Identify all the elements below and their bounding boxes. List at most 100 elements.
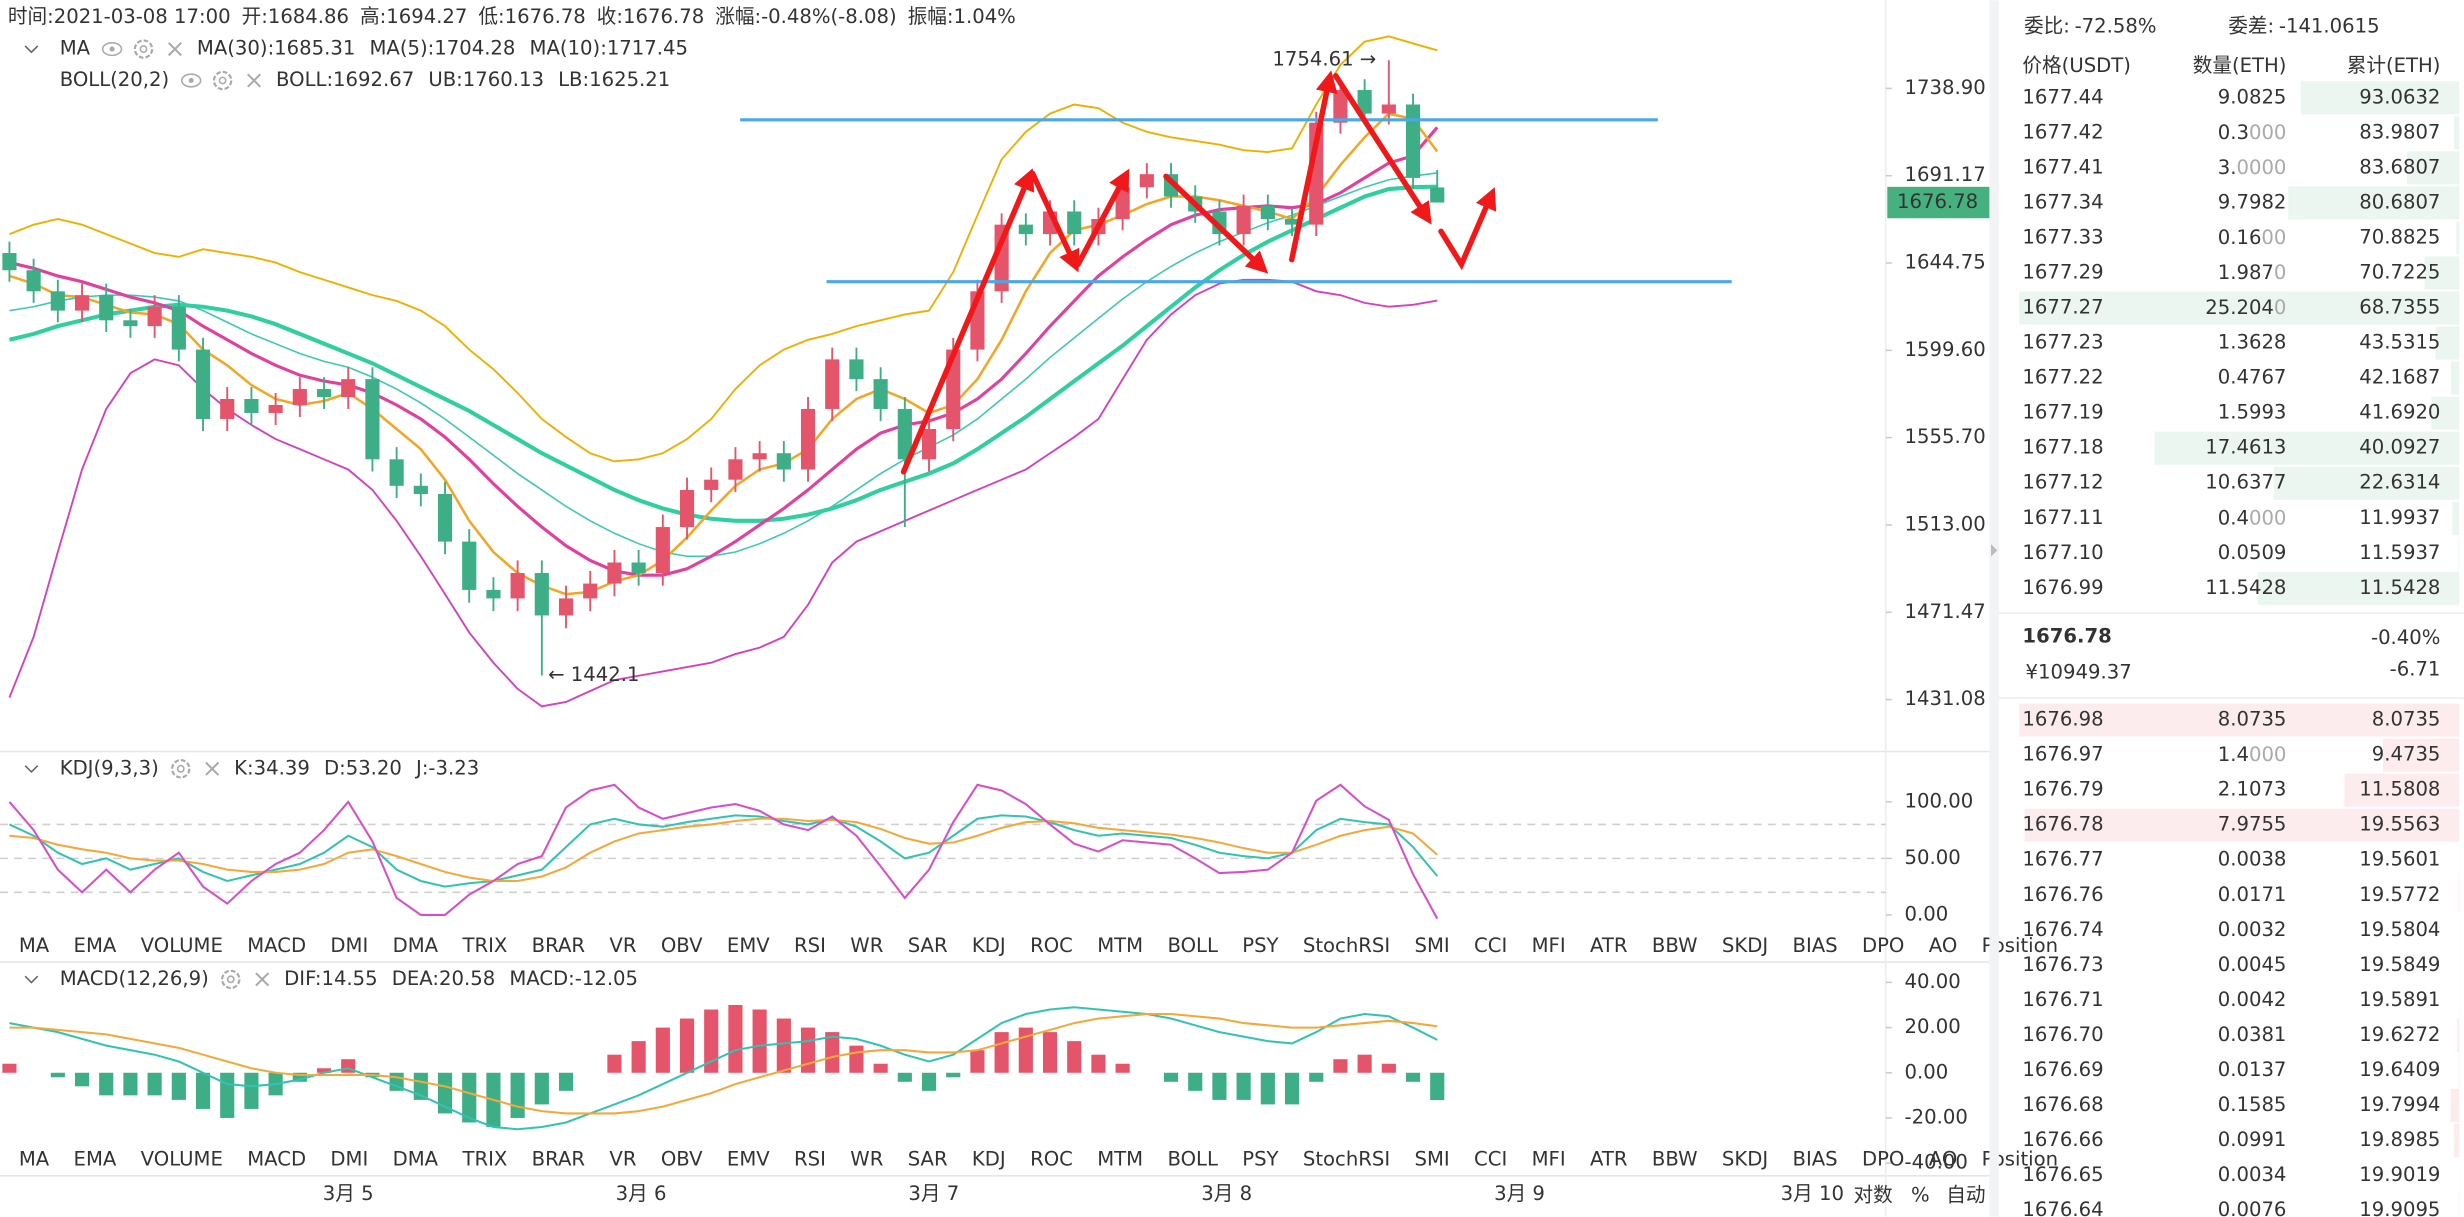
indicator-tab[interactable]: ATR: [1590, 1148, 1628, 1171]
indicator-tab[interactable]: TRIX: [461, 934, 507, 957]
indicator-tab[interactable]: SMI: [1415, 1148, 1450, 1171]
indicator-tab[interactable]: VR: [609, 934, 636, 957]
indicator-tab[interactable]: OBV: [661, 1148, 703, 1171]
settings-icon[interactable]: [133, 39, 154, 59]
indicator-tab[interactable]: EMA: [74, 1148, 117, 1171]
price[interactable]: 1677.10: [2022, 541, 2103, 564]
indicator-tab[interactable]: ATR: [1590, 934, 1628, 957]
axis-option[interactable]: 自动: [1946, 1184, 1985, 1207]
close-icon[interactable]: [247, 73, 262, 88]
indicator-tab[interactable]: DPO: [1862, 1148, 1904, 1171]
price[interactable]: 1676.64: [2022, 1198, 2103, 1217]
indicator-tab[interactable]: CCI: [1474, 1148, 1507, 1171]
indicator-tab[interactable]: KDJ: [972, 934, 1006, 957]
indicator-tab[interactable]: BBW: [1652, 934, 1698, 957]
price[interactable]: 1677.27: [2022, 296, 2103, 319]
price[interactable]: 1677.42: [2022, 120, 2103, 143]
visibility-icon[interactable]: [180, 73, 202, 88]
indicator-tab[interactable]: DMA: [393, 934, 439, 957]
indicator-tab[interactable]: MACD: [247, 1148, 306, 1171]
price[interactable]: 1677.41: [2022, 155, 2103, 178]
price[interactable]: 1677.23: [2022, 331, 2103, 354]
indicator-tab[interactable]: ROC: [1030, 1148, 1073, 1171]
price[interactable]: 1677.18: [2022, 436, 2103, 459]
price[interactable]: 1676.78: [2022, 813, 2103, 836]
price[interactable]: 1676.70: [2022, 1023, 2103, 1046]
indicator-tab[interactable]: VR: [609, 1148, 636, 1171]
indicator-tab[interactable]: MFI: [1532, 1148, 1566, 1171]
indicator-tab[interactable]: EMA: [74, 934, 117, 957]
indicator-tab[interactable]: VOLUME: [141, 934, 223, 957]
price[interactable]: 1677.34: [2022, 190, 2103, 213]
price[interactable]: 1677.44: [2022, 85, 2103, 108]
indicator-tab[interactable]: EMV: [727, 934, 770, 957]
price[interactable]: 1676.65: [2022, 1163, 2103, 1186]
price[interactable]: 1676.98: [2022, 708, 2103, 731]
collapse-chevron[interactable]: [24, 45, 39, 54]
visibility-icon[interactable]: [101, 42, 123, 57]
collapse-chevron[interactable]: [24, 975, 39, 984]
indicator-tab[interactable]: BRAR: [532, 1148, 586, 1171]
indicator-tab[interactable]: MTM: [1097, 1148, 1143, 1171]
indicator-tab[interactable]: MA: [19, 934, 50, 957]
indicator-tab[interactable]: KDJ: [972, 1148, 1006, 1171]
indicator-tab[interactable]: AO: [1929, 1148, 1958, 1171]
indicator-tab[interactable]: BOLL: [1167, 1148, 1217, 1171]
close-icon[interactable]: [255, 972, 270, 987]
indicator-tab[interactable]: Position: [1982, 1148, 2058, 1171]
indicator-tab[interactable]: BRAR: [532, 934, 586, 957]
settings-icon[interactable]: [221, 969, 241, 990]
price[interactable]: 1677.12: [2022, 471, 2103, 494]
price[interactable]: 1677.19: [2022, 401, 2103, 424]
indicator-tab[interactable]: SMI: [1415, 934, 1450, 957]
price[interactable]: 1676.76: [2022, 883, 2103, 906]
price[interactable]: 1677.22: [2022, 366, 2103, 389]
indicator-tab[interactable]: WR: [850, 934, 883, 957]
price[interactable]: 1676.66: [2022, 1128, 2103, 1151]
price[interactable]: 1676.71: [2022, 988, 2103, 1011]
indicator-tab[interactable]: BIAS: [1792, 934, 1837, 957]
settings-icon[interactable]: [171, 759, 191, 779]
indicator-tab[interactable]: StochRSI: [1303, 934, 1390, 957]
settings-icon[interactable]: [212, 70, 233, 91]
indicator-tab[interactable]: BBW: [1652, 1148, 1698, 1171]
indicator-tab[interactable]: PSY: [1242, 934, 1279, 957]
indicator-tab[interactable]: VOLUME: [141, 1148, 223, 1171]
price[interactable]: 1676.79: [2022, 778, 2103, 801]
indicator-tab[interactable]: MTM: [1097, 934, 1143, 957]
price[interactable]: 1676.69: [2022, 1058, 2103, 1081]
price[interactable]: 1676.73: [2022, 953, 2103, 976]
indicator-tab[interactable]: MA: [19, 1148, 50, 1171]
indicator-tab[interactable]: DMI: [330, 1148, 368, 1171]
price[interactable]: 1677.33: [2022, 225, 2103, 248]
indicator-tab[interactable]: AO: [1929, 934, 1958, 957]
indicator-tab[interactable]: StochRSI: [1303, 1148, 1390, 1171]
price[interactable]: 1676.77: [2022, 848, 2103, 871]
indicator-tab[interactable]: CCI: [1474, 934, 1507, 957]
indicator-tab[interactable]: RSI: [794, 934, 826, 957]
indicator-tab[interactable]: MFI: [1532, 934, 1566, 957]
indicator-tab[interactable]: PSY: [1242, 1148, 1279, 1171]
collapse-handle[interactable]: [1991, 544, 1998, 557]
indicator-tab[interactable]: RSI: [794, 1148, 826, 1171]
indicator-tab[interactable]: ROC: [1030, 934, 1073, 957]
splitter[interactable]: [1989, 0, 1999, 1217]
indicator-tab[interactable]: SKDJ: [1722, 1148, 1768, 1171]
indicator-tab[interactable]: WR: [850, 1148, 883, 1171]
close-icon[interactable]: [205, 761, 220, 776]
price[interactable]: 1676.68: [2022, 1093, 2103, 1116]
indicator-tab[interactable]: OBV: [661, 934, 703, 957]
indicator-tab[interactable]: DMA: [393, 1148, 439, 1171]
indicator-tab[interactable]: TRIX: [461, 1148, 507, 1171]
indicator-tab[interactable]: DPO: [1862, 934, 1904, 957]
axis-option[interactable]: %: [1911, 1184, 1930, 1207]
price[interactable]: 1676.97: [2022, 743, 2103, 766]
price[interactable]: 1677.11: [2022, 506, 2103, 529]
price[interactable]: 1676.74: [2022, 918, 2103, 941]
indicator-tab[interactable]: SAR: [908, 934, 948, 957]
indicator-tab[interactable]: SAR: [908, 1148, 948, 1171]
collapse-chevron[interactable]: [24, 765, 39, 774]
indicator-tab[interactable]: EMV: [727, 1148, 770, 1171]
indicator-tab[interactable]: BIAS: [1792, 1148, 1837, 1171]
indicator-tab[interactable]: SKDJ: [1722, 934, 1768, 957]
